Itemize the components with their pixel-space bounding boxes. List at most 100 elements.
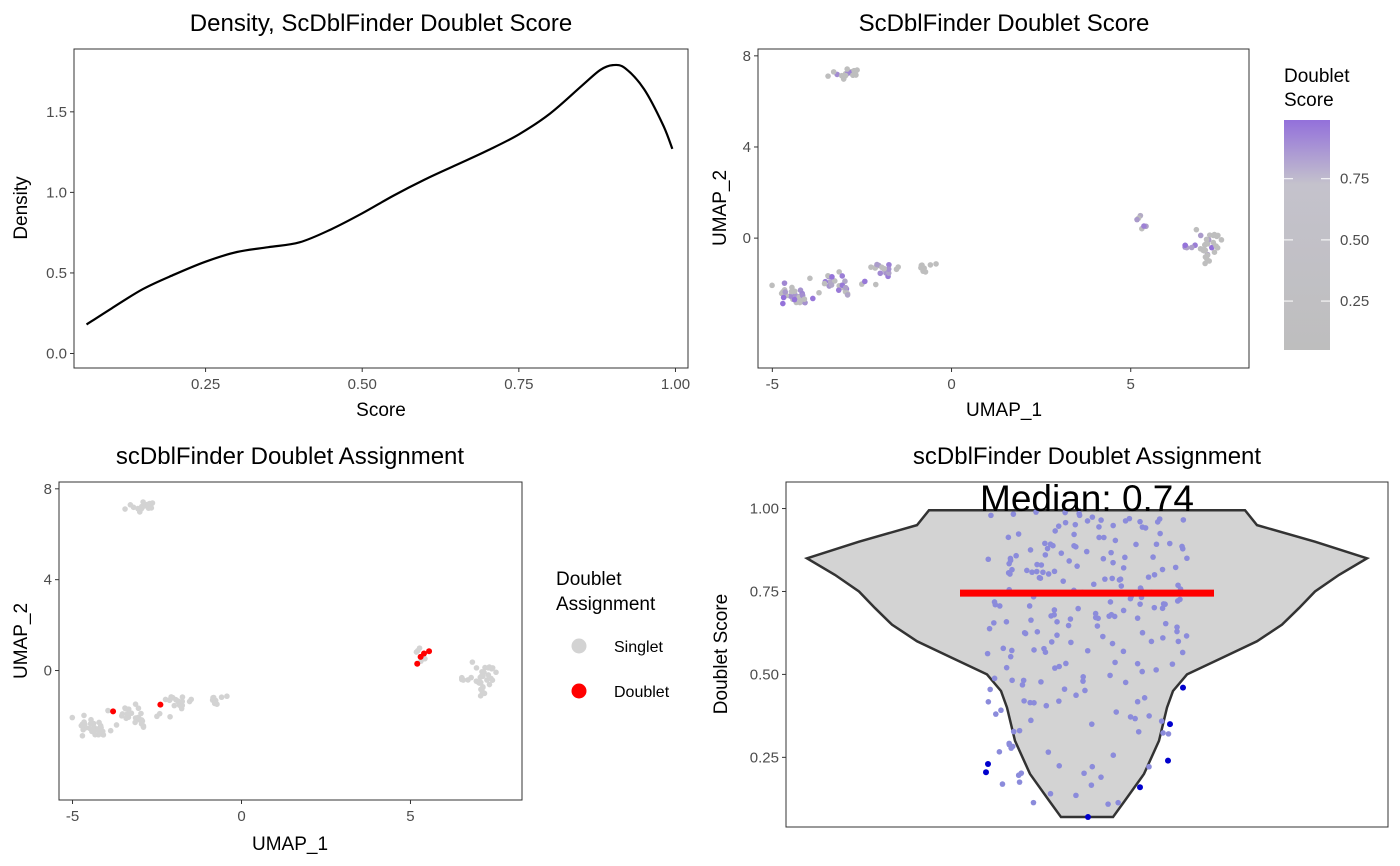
violin-point <box>1183 633 1190 639</box>
score-umap-point <box>769 282 775 289</box>
violin-y-tick-label: 0.50 <box>750 666 779 683</box>
violin-point <box>1179 649 1186 656</box>
violin-point <box>1068 639 1074 646</box>
score-umap-point <box>886 261 892 268</box>
score-umap-point <box>787 293 794 299</box>
violin-point <box>1052 528 1058 534</box>
violin-point <box>1054 619 1060 625</box>
violin-y-axis-label: Doublet Score <box>711 594 732 714</box>
score-umap-y-tick-label: 8 <box>743 48 751 65</box>
score-umap-point <box>801 296 808 302</box>
score-umap-point <box>835 287 842 293</box>
violin-point <box>1007 557 1014 564</box>
singlet-point <box>81 721 88 728</box>
violin-point <box>1159 566 1166 573</box>
score-umap-point <box>842 72 849 79</box>
singlet-point <box>127 502 134 508</box>
outlier-point <box>983 769 989 776</box>
violin-point <box>1009 566 1015 573</box>
density-y-tick-label: 1.5 <box>46 104 67 121</box>
assignment-umap-x-axis-label: UMAP_1 <box>252 834 328 855</box>
score-umap-point <box>872 281 879 288</box>
violin-point <box>1162 620 1169 627</box>
violin-point <box>1052 665 1058 671</box>
score-legend-title-line1: Doublet <box>1284 66 1350 87</box>
score-umap-point <box>854 67 860 73</box>
violin-point <box>1090 581 1097 588</box>
violin-point <box>987 686 993 693</box>
violin-point <box>1045 571 1052 577</box>
singlet-point <box>135 705 142 712</box>
score-umap-point <box>918 262 925 269</box>
violin-point <box>1003 664 1010 671</box>
outlier-point <box>1165 757 1171 764</box>
score-umap-point <box>1193 226 1200 233</box>
assignment-umap-plot-border <box>58 481 523 801</box>
score-umap-point <box>1218 237 1225 243</box>
violin-point <box>1172 564 1179 571</box>
violin-point <box>1089 514 1096 520</box>
singlet-point <box>132 701 139 707</box>
assignment-umap-x-tick-label: 5 <box>406 808 414 825</box>
assignment-umap-y-tick-label: 8 <box>44 481 52 498</box>
violin-point <box>996 749 1003 755</box>
violin-point <box>1120 607 1127 614</box>
violin-point <box>1083 548 1090 555</box>
outlier-point <box>1167 721 1173 728</box>
violin-point <box>993 711 999 717</box>
assignment-umap-x-tick-label: -5 <box>66 808 79 825</box>
score-umap-panel: ScDblFinder Doublet Score 0 4 8 -5 0 5 UMAP_… <box>710 10 1369 421</box>
violin-point <box>1080 678 1086 684</box>
assignment-umap-y-tick-label: 0 <box>44 663 52 680</box>
singlet-point <box>179 702 186 709</box>
violin-point <box>1066 558 1072 564</box>
violin-point <box>1062 509 1068 516</box>
violin-point <box>1055 523 1062 529</box>
singlet-point <box>485 672 492 678</box>
violin-point <box>1084 647 1091 654</box>
violin-point <box>1061 686 1068 692</box>
density-y-tick-label: 0.0 <box>46 346 67 363</box>
violin-point <box>1113 709 1120 715</box>
singlet-point <box>138 717 145 723</box>
violin-point <box>1110 522 1116 529</box>
density-panel: Density, ScDblFinder Doublet Score 0.00.… <box>11 10 690 421</box>
score-umap-point <box>881 265 888 272</box>
score-umap-point <box>1211 249 1218 255</box>
singlet-point <box>167 713 173 720</box>
score-umap-point <box>842 278 848 285</box>
violin-point <box>1146 763 1152 770</box>
density-x-tick-label: 1.00 <box>661 376 690 393</box>
score-legend-tick-label: 0.50 <box>1340 232 1369 249</box>
score-umap-point <box>1197 245 1204 252</box>
violin-point <box>1010 728 1017 735</box>
score-umap-point <box>821 280 828 287</box>
violin-point <box>1084 518 1091 524</box>
violin-point <box>1038 562 1045 568</box>
violin-point <box>1134 698 1141 705</box>
violin-point <box>1110 752 1117 758</box>
score-umap-point <box>862 278 868 285</box>
doublet-point <box>414 660 421 667</box>
assignment-legend-title-line2: Assignment <box>556 594 656 615</box>
violin-point <box>1108 611 1115 618</box>
violin-point <box>1098 517 1104 523</box>
violin-point <box>1174 628 1180 635</box>
violin-point <box>1108 549 1114 556</box>
score-umap-point <box>836 269 842 275</box>
singlet-point <box>90 729 97 735</box>
density-y-axis-label: Density <box>11 176 32 240</box>
violin-point <box>1141 695 1148 701</box>
violin-point <box>1056 763 1063 769</box>
score-umap-point <box>868 264 874 270</box>
violin-point <box>1107 599 1114 605</box>
singlet-point <box>107 727 114 734</box>
singlet-point <box>168 694 174 700</box>
violin-point <box>1135 728 1142 735</box>
violin-point <box>1092 610 1099 617</box>
density-plot-border <box>73 48 689 369</box>
violin-point <box>1075 605 1081 612</box>
score-umap-y-tick-label: 0 <box>743 230 751 247</box>
singlet-point <box>473 678 480 684</box>
violin-point <box>1151 571 1158 578</box>
